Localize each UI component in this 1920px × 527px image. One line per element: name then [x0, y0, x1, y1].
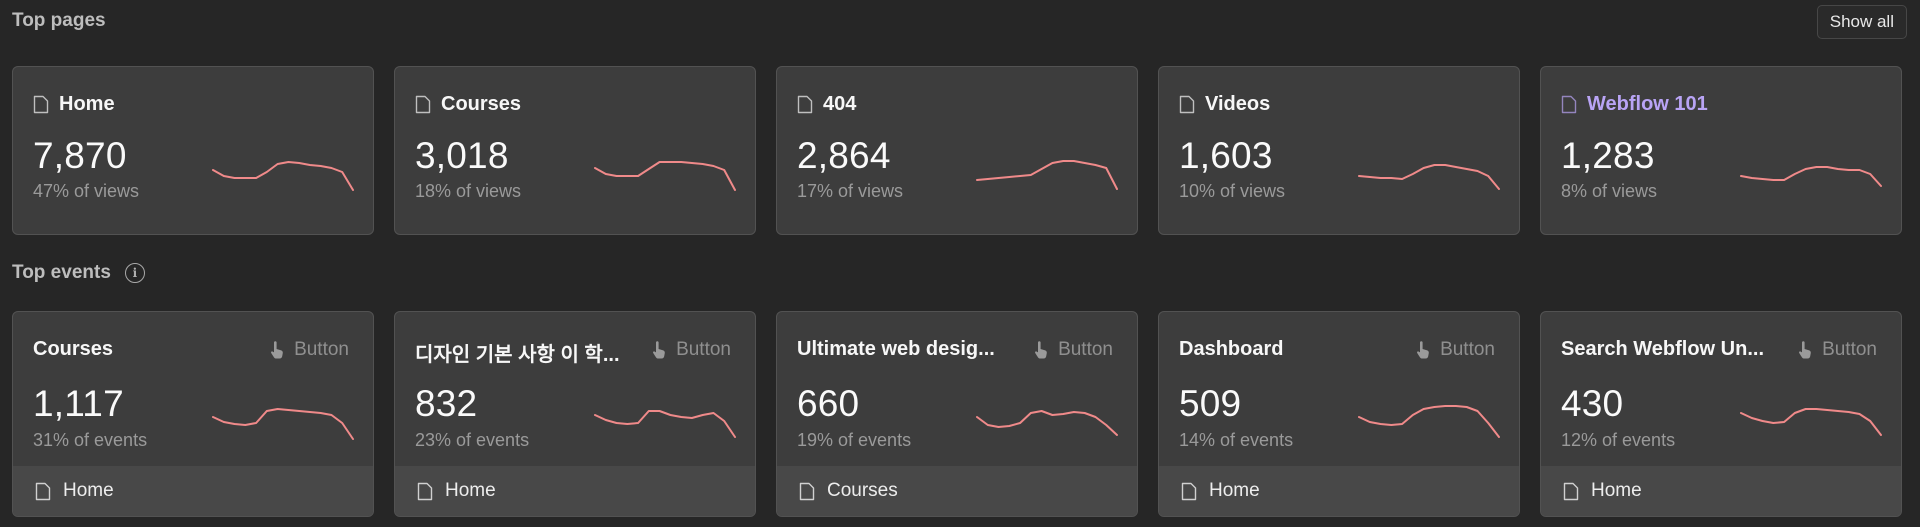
top-page-card[interactable]: Home 7,870 47% of views: [12, 66, 374, 235]
page-icon: [415, 95, 431, 114]
page-icon: [797, 95, 813, 114]
sparkline-chart: [1358, 405, 1500, 438]
top-events-label: Top events: [12, 262, 111, 283]
event-page-name: Home: [445, 480, 496, 501]
page-icon: [417, 482, 433, 500]
page-views-share: 8% of views: [1561, 181, 1658, 201]
sparkline-chart: [594, 161, 736, 191]
event-page-name: Home: [1209, 480, 1260, 501]
event-page-name: Home: [63, 480, 114, 501]
top-event-card[interactable]: Ultimate web desig... Button 660 19% of …: [776, 311, 1138, 517]
top-page-card[interactable]: Courses 3,018 18% of views: [394, 66, 756, 235]
top-page-card[interactable]: Webflow 101 1,283 8% of views: [1540, 66, 1902, 235]
top-event-card[interactable]: Courses Button 1,117 31% of events Home: [12, 311, 374, 517]
sparkline-chart: [212, 408, 354, 440]
event-page-footer[interactable]: Home: [1541, 466, 1901, 516]
event-page-name: Courses: [827, 480, 898, 501]
top-page-card[interactable]: Videos 1,603 10% of views: [1158, 66, 1520, 235]
event-type-label: Button: [1440, 339, 1495, 360]
page-views-count: 1,283: [1561, 135, 1655, 176]
page-icon: [1181, 482, 1197, 500]
event-count: 660: [797, 383, 860, 424]
event-name: Courses: [33, 338, 114, 360]
sparkline-chart: [1740, 166, 1882, 187]
top-events-heading: Top events i: [12, 262, 145, 284]
page-views-share: 47% of views: [33, 181, 140, 201]
sparkline-chart: [976, 410, 1118, 436]
event-type-label: Button: [1058, 339, 1113, 360]
page-name: Courses: [441, 93, 522, 115]
page-views-count: 2,864: [797, 135, 891, 176]
pointer-hand-icon: [271, 341, 283, 359]
pointer-hand-icon: [653, 341, 665, 359]
show-all-button[interactable]: Show all: [1816, 5, 1907, 39]
page-views-share: 17% of views: [797, 181, 904, 201]
pointer-hand-icon: [1799, 341, 1811, 359]
page-views-count: 7,870: [33, 135, 127, 176]
event-type-label: Button: [1822, 339, 1877, 360]
sparkline-chart: [1740, 408, 1882, 436]
event-name: Ultimate web desig...: [797, 338, 995, 360]
event-page-footer[interactable]: Home: [13, 466, 373, 516]
page-views-count: 3,018: [415, 135, 509, 176]
event-page-footer[interactable]: Courses: [777, 466, 1137, 516]
event-share: 19% of events: [797, 430, 912, 450]
page-views-share: 10% of views: [1179, 181, 1286, 201]
event-name: 디자인 기본 사항 이 학...: [415, 344, 620, 366]
sparkline-chart: [212, 161, 354, 191]
top-event-card[interactable]: Dashboard Button 509 14% of events Home: [1158, 311, 1520, 517]
page-icon: [799, 482, 815, 500]
event-name: Search Webflow Un...: [1561, 338, 1764, 360]
sparkline-chart: [594, 410, 736, 438]
top-event-card[interactable]: 디자인 기본 사항 이 학... Button 832 23% of event…: [394, 311, 756, 517]
sparkline-chart: [1358, 164, 1500, 190]
page-name: Webflow 101: [1587, 93, 1708, 115]
event-type-label: Button: [294, 339, 349, 360]
event-share: 12% of events: [1561, 430, 1676, 450]
top-pages-row: Home 7,870 47% of views Courses 3,018 18…: [12, 66, 1902, 235]
page-icon: [35, 482, 51, 500]
page-name: 404: [823, 93, 857, 115]
sparkline-chart: [976, 160, 1118, 190]
info-icon[interactable]: i: [124, 263, 145, 283]
top-events-row: Courses Button 1,117 31% of events Home …: [12, 311, 1902, 517]
page-views-share: 18% of views: [415, 181, 522, 201]
event-name: Dashboard: [1179, 338, 1284, 360]
page-views-count: 1,603: [1179, 135, 1273, 176]
event-share: 14% of events: [1179, 430, 1294, 450]
pointer-hand-icon: [1417, 341, 1429, 359]
pointer-hand-icon: [1035, 341, 1047, 359]
event-page-name: Home: [1591, 480, 1642, 501]
page-icon: [33, 95, 49, 114]
page-icon: [1563, 482, 1579, 500]
event-page-footer[interactable]: Home: [395, 466, 755, 516]
event-type-label: Button: [676, 339, 731, 360]
event-page-footer[interactable]: Home: [1159, 466, 1519, 516]
page-icon: [1561, 95, 1577, 114]
event-count: 430: [1561, 383, 1624, 424]
event-count: 832: [415, 383, 478, 424]
top-page-card[interactable]: 404 2,864 17% of views: [776, 66, 1138, 235]
page-name: Videos: [1205, 93, 1271, 115]
event-share: 23% of events: [415, 430, 530, 450]
event-count: 509: [1179, 383, 1242, 424]
top-pages-heading: Top pages: [12, 10, 106, 31]
page-icon: [1179, 95, 1195, 114]
top-event-card[interactable]: Search Webflow Un... Button 430 12% of e…: [1540, 311, 1902, 517]
event-count: 1,117: [33, 383, 124, 424]
page-name: Home: [59, 93, 115, 115]
event-share: 31% of events: [33, 430, 148, 450]
